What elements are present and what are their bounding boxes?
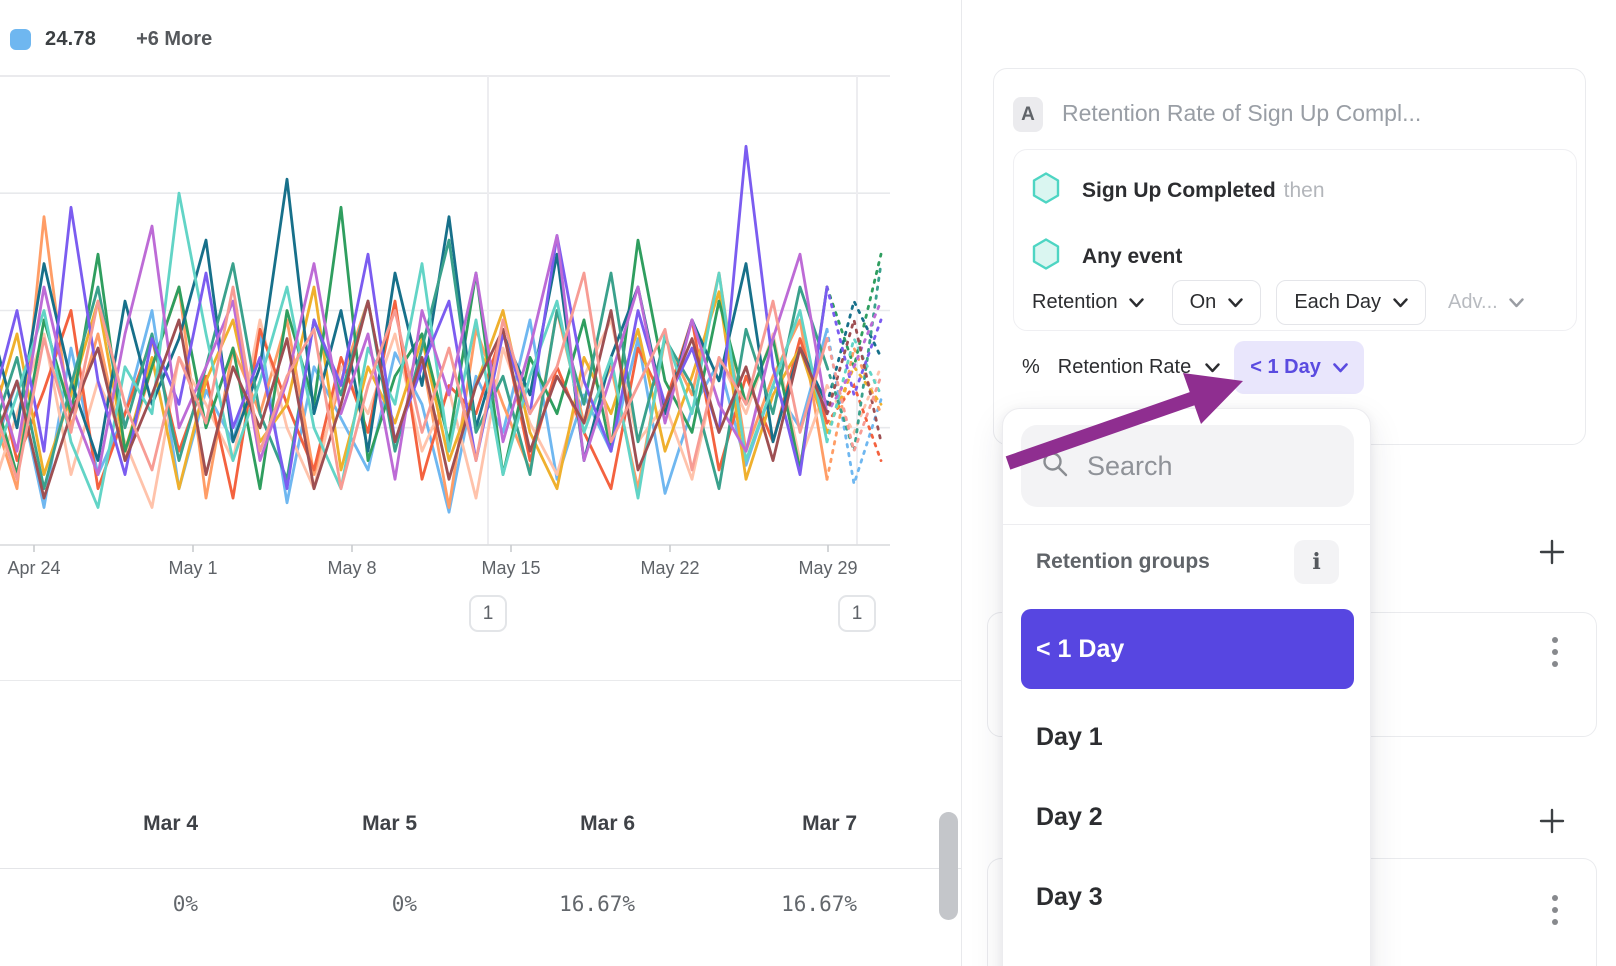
dropdown-group-header: Retention groups i xyxy=(1036,540,1339,584)
hexagon-event-icon xyxy=(1032,238,1060,275)
dropdown-item-day-4[interactable]: Day 4 xyxy=(1021,937,1354,966)
retention-controls-row: Retention On Each Day Adv... xyxy=(1032,280,1524,325)
event-row-2[interactable]: Any event xyxy=(1032,238,1182,275)
add-segment-button[interactable] xyxy=(1537,806,1567,836)
dropdown-divider xyxy=(1003,524,1370,525)
chevron-down-icon xyxy=(1508,291,1524,314)
hexagon-event-icon xyxy=(1032,172,1060,209)
query-card-a: A Retention Rate of Sign Up Compl... Sig… xyxy=(993,68,1586,445)
percent-symbol: % xyxy=(1022,355,1040,378)
legend-more-label[interactable]: +6 More xyxy=(136,28,213,50)
search-icon xyxy=(1041,450,1069,483)
table-top-divider xyxy=(0,680,962,681)
event-row-1[interactable]: Sign Up Completed then xyxy=(1032,172,1325,209)
table-cell: 0% xyxy=(391,892,417,916)
table-header-row: Mar 4 Mar 5 Mar 6 Mar 7 xyxy=(0,812,962,836)
retention-group-dropdown-menu: Retention groups i < 1 Day Day 1 Day 2 D… xyxy=(1002,408,1371,966)
metric-dropdown[interactable]: Retention Rate xyxy=(1058,356,1220,379)
add-segment-button[interactable] xyxy=(1537,537,1567,567)
table-header-divider xyxy=(0,868,962,869)
panel-separator xyxy=(961,0,962,966)
event-name[interactable]: Sign Up Completed then xyxy=(1082,178,1325,202)
x-tick-label: May 8 xyxy=(327,558,377,578)
table-header: Mar 7 xyxy=(802,812,857,835)
interval-dropdown[interactable]: Each Day xyxy=(1276,280,1427,325)
more-options-icon[interactable] xyxy=(1552,895,1558,925)
plus-icon xyxy=(1539,539,1565,565)
x-tick-label: May 1 xyxy=(168,558,218,578)
mode-dropdown[interactable]: Retention xyxy=(1032,291,1144,314)
query-badge: A xyxy=(1013,97,1043,132)
chevron-down-icon xyxy=(1228,291,1244,314)
retention-chart-svg xyxy=(0,75,890,552)
chevron-down-icon xyxy=(1393,291,1408,314)
x-tick-label: Apr 24 xyxy=(7,558,61,578)
legend-series-label[interactable]: 24.78 xyxy=(45,28,97,50)
retention-chart[interactable] xyxy=(0,0,892,560)
legend-swatch[interactable] xyxy=(10,29,31,50)
query-title[interactable]: Retention Rate of Sign Up Compl... xyxy=(1062,100,1422,126)
table-cell: 16.67% xyxy=(559,892,635,916)
chevron-down-icon xyxy=(1333,356,1348,379)
chevron-down-icon xyxy=(1128,291,1144,314)
group-label: Retention groups xyxy=(1036,550,1210,573)
dropdown-search[interactable] xyxy=(1021,425,1354,507)
metric-row: % Retention Rate < 1 Day xyxy=(1022,340,1364,394)
more-options-icon[interactable] xyxy=(1552,637,1558,667)
search-input[interactable] xyxy=(1087,450,1334,482)
x-tick-label: May 29 xyxy=(798,558,858,578)
chevron-down-icon xyxy=(1205,356,1220,379)
info-icon[interactable]: i xyxy=(1294,540,1339,584)
dropdown-item-lt-1-day[interactable]: < 1 Day xyxy=(1021,609,1354,689)
on-dropdown[interactable]: On xyxy=(1171,280,1262,325)
annotation-badge[interactable]: 1 xyxy=(838,595,876,632)
advanced-dropdown[interactable]: Adv... xyxy=(1448,291,1524,314)
table-header: Mar 4 xyxy=(143,812,198,835)
vertical-scrollbar-thumb[interactable] xyxy=(939,812,958,920)
retention-bucket-dropdown[interactable]: < 1 Day xyxy=(1234,340,1364,394)
event-then-label: then xyxy=(1283,178,1325,202)
x-tick-label: May 22 xyxy=(640,558,700,578)
table-row: 0% 0% 16.67% 16.67% xyxy=(0,892,962,916)
table-cell: 0% xyxy=(172,892,198,916)
table-header: Mar 6 xyxy=(580,812,635,835)
x-tick-label: May 15 xyxy=(481,558,541,578)
chart-legend: 24.78 +6 More xyxy=(10,28,212,51)
plus-icon xyxy=(1539,808,1565,834)
table-header: Mar 5 xyxy=(362,812,417,835)
event-block: Sign Up Completed then Any event Retentio… xyxy=(1013,149,1577,331)
event-name[interactable]: Any event xyxy=(1082,244,1183,268)
dropdown-item-day-2[interactable]: Day 2 xyxy=(1036,802,1103,831)
dropdown-item-day-3[interactable]: Day 3 xyxy=(1036,882,1103,911)
dropdown-item-day-1[interactable]: Day 1 xyxy=(1036,722,1103,751)
annotation-badge[interactable]: 1 xyxy=(469,595,507,632)
table-cell: 16.67% xyxy=(781,892,857,916)
